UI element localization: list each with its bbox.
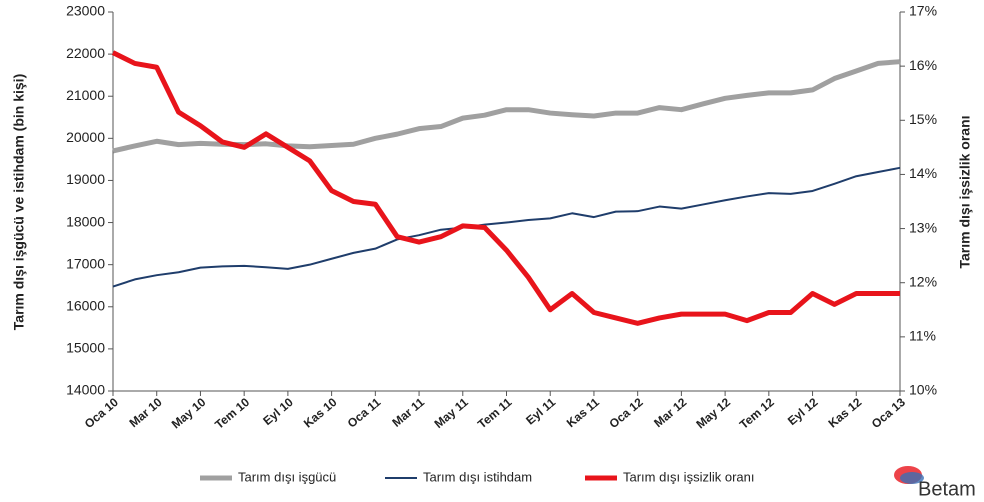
y-tick-label: 23000 [66, 3, 105, 19]
x-tick-label: Eyl 10 [260, 395, 296, 428]
logo: Betam [918, 478, 976, 500]
y2-tick-label: 11% [909, 328, 936, 344]
x-tick-label: Mar 11 [389, 395, 427, 430]
x-tick-label: Oca 11 [345, 395, 384, 431]
y-tick-label: 18000 [66, 213, 105, 229]
x-tick-label: May 10 [169, 395, 209, 432]
y2-tick-label: 15% [909, 111, 937, 127]
x-tick-label: Mar 10 [127, 395, 165, 430]
x-tick-label: Oca 13 [869, 395, 908, 431]
y2-tick-label: 10% [909, 382, 937, 398]
x-tick-label: Tem 11 [475, 395, 515, 432]
x-tick-label: Tem 10 [212, 395, 252, 432]
x-tick-label: May 11 [432, 395, 471, 431]
x-tick-label: Kas 12 [826, 395, 865, 431]
series-line [112, 59, 901, 154]
legend-label: Tarım dışı işgücü [238, 469, 336, 484]
y2-tick-label: 16% [909, 57, 937, 73]
y2-axis-title: Tarım dışı işsizlik oranı [957, 115, 973, 268]
y-tick-label: 21000 [66, 87, 105, 103]
x-tick-label: Kas 11 [564, 395, 602, 430]
y-tick-label: 17000 [66, 255, 105, 271]
y2-tick-label: 17% [909, 3, 937, 19]
x-tick-label: Tem 12 [737, 395, 777, 432]
y2-tick-label: 13% [909, 219, 937, 235]
logo-icon [900, 472, 924, 484]
x-tick-label: Oca 10 [82, 395, 121, 431]
legend-label: Tarım dışı işsizlik oranı [623, 469, 754, 484]
x-tick-label: Mar 12 [651, 395, 689, 430]
legend-label: Tarım dışı istihdam [423, 469, 532, 484]
y-tick-label: 16000 [66, 297, 105, 313]
y-tick-label: 22000 [66, 45, 105, 61]
x-tick-label: Eyl 12 [785, 395, 821, 428]
y-tick-label: 14000 [66, 382, 105, 398]
x-tick-label: Kas 10 [301, 395, 340, 431]
x-tick-label: May 12 [693, 395, 733, 432]
series-line [112, 166, 901, 288]
y-tick-label: 19000 [66, 171, 105, 187]
x-tick-label: Eyl 11 [523, 395, 558, 428]
series-line [111, 50, 900, 326]
y2-tick-label: 12% [909, 273, 937, 289]
x-tick-label: Oca 12 [606, 395, 645, 431]
y-tick-label: 15000 [66, 340, 105, 356]
y-axis-title: Tarım dışı işgücü ve istihdam (bin kişi) [11, 74, 27, 330]
y-tick-label: 20000 [66, 129, 105, 145]
y2-tick-label: 14% [909, 165, 937, 181]
